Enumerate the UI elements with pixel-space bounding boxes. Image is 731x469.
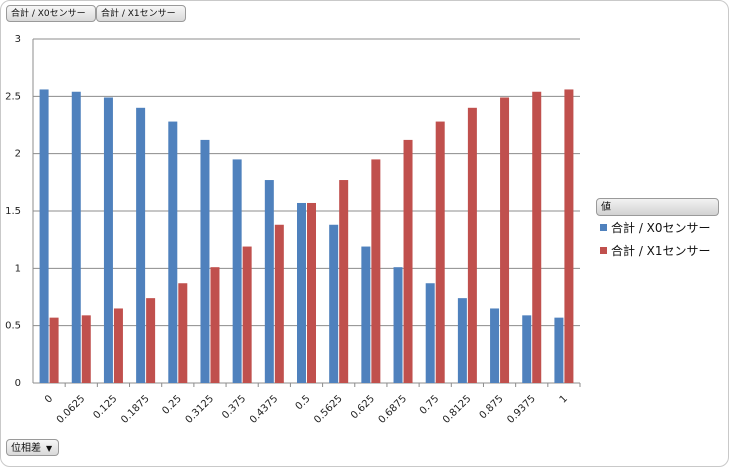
y-tick-label: 1 [15, 263, 21, 274]
legend-title[interactable]: 値 [596, 198, 719, 216]
bar-x0 [136, 107, 146, 384]
x-tick-label: 0.9375 [505, 393, 538, 426]
axis-field-label: 位相差 [11, 443, 41, 454]
bar-x1 [564, 89, 574, 383]
bar-x0 [490, 308, 500, 383]
x-tick-label: 0.3125 [184, 393, 217, 426]
bar-x1 [307, 202, 316, 383]
x-tick-label: 0.5625 [312, 393, 345, 426]
bar-x1 [274, 224, 284, 383]
x-tick-label: 0.625 [349, 393, 377, 421]
y-tick-label: 2.5 [5, 91, 21, 102]
bar-x0 [393, 267, 403, 383]
x-tick-label: 1 [558, 393, 570, 405]
y-tick-label: 0.5 [5, 321, 21, 332]
bar-x1 [178, 283, 188, 383]
bar-x0 [39, 89, 49, 383]
bar-x1 [500, 97, 510, 383]
bar-x1 [371, 159, 381, 383]
bar-x1 [49, 317, 59, 383]
bar-x0 [554, 317, 564, 383]
bar-x0 [232, 159, 242, 383]
bar-x0 [168, 121, 178, 383]
bar-x0 [425, 283, 435, 383]
bar-x1 [210, 267, 220, 383]
x-tick-label: 0.0625 [55, 393, 88, 426]
axis-field-filter-button[interactable]: 位相差 ▼ [6, 439, 60, 456]
legend-swatch-x0 [600, 224, 607, 231]
x-tick-label: 0.25 [160, 393, 184, 417]
legend-swatch-x1 [600, 247, 607, 254]
y-tick-label: 0 [15, 378, 21, 389]
bar-x0 [264, 180, 274, 383]
bar-x1 [339, 180, 349, 383]
bar-x1 [532, 91, 542, 383]
x-tick-label: 0.125 [92, 393, 120, 421]
bar-x1 [113, 308, 123, 383]
y-tick-label: 2 [15, 149, 21, 160]
legend-label-x1: 合計 / X1センサー [611, 244, 711, 258]
legend-label-x0: 合計 / X0センサー [611, 221, 711, 235]
bar-x0 [329, 224, 339, 383]
bar-x0 [297, 202, 306, 383]
bar-x1 [81, 315, 91, 383]
bar-x0 [361, 246, 371, 383]
x-tick-label: 0.75 [418, 393, 442, 417]
bar-x0 [200, 139, 210, 383]
y-tick-label: 3 [15, 34, 21, 45]
bar-x1 [403, 139, 413, 383]
y-tick-label: 1.5 [5, 206, 21, 217]
x-tick-label: 0.8125 [441, 393, 474, 426]
series-field-button-x0[interactable]: 合計 / X0センサー [6, 5, 96, 22]
bar-x1 [467, 107, 477, 384]
dropdown-arrow-icon: ▼ [46, 444, 53, 453]
bar-x0 [522, 315, 532, 383]
series-field-button-x1[interactable]: 合計 / X1センサー [96, 5, 186, 22]
bar-x1 [242, 246, 252, 383]
bar-x0 [71, 91, 81, 383]
x-tick-label: 0.4375 [248, 393, 281, 426]
x-tick-label: 0.375 [220, 393, 248, 421]
bar-x0 [103, 97, 113, 383]
x-tick-label: 0 [43, 393, 55, 405]
x-tick-label: 0.875 [478, 393, 506, 421]
x-tick-label: 0.6875 [377, 393, 410, 426]
legend-item-x1: 合計 / X1センサー [600, 243, 711, 259]
bar-x1 [146, 298, 156, 383]
legend-item-x0: 合計 / X0センサー [600, 220, 711, 236]
x-tick-label: 0.5 [294, 393, 313, 412]
bar-x1 [435, 121, 445, 383]
x-tick-label: 0.1875 [119, 393, 152, 426]
bar-x0 [457, 298, 467, 383]
